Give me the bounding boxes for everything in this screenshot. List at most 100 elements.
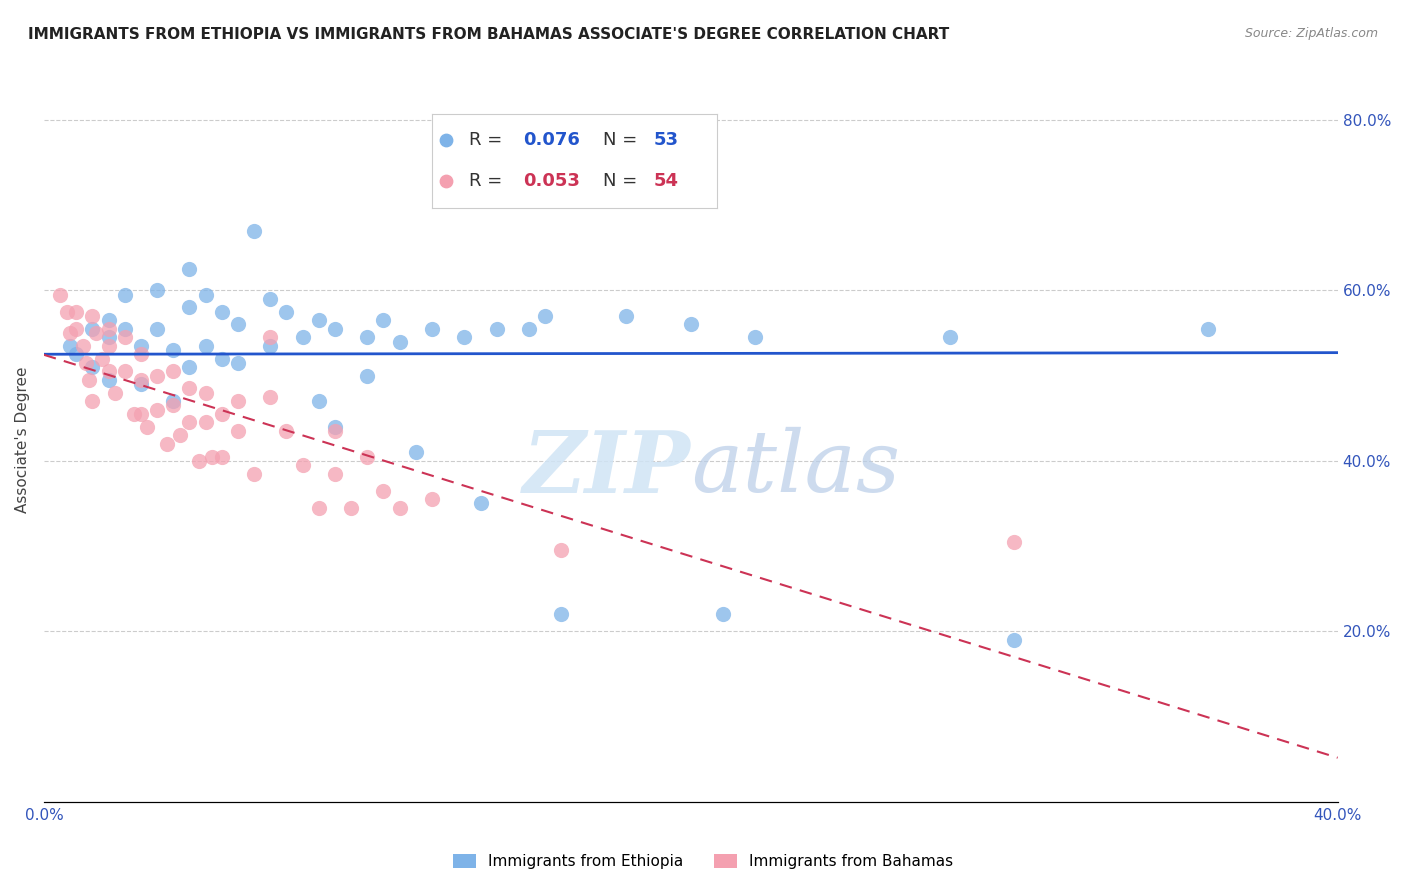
Point <box>323 322 346 336</box>
Point <box>156 436 179 450</box>
Point <box>82 394 104 409</box>
Point <box>84 326 107 340</box>
Point <box>534 309 557 323</box>
Point <box>59 326 82 340</box>
Point <box>179 301 201 315</box>
Point <box>91 351 114 366</box>
Point <box>72 339 94 353</box>
Point <box>136 419 159 434</box>
Point <box>49 287 72 301</box>
Point <box>194 385 217 400</box>
Point <box>104 385 127 400</box>
Y-axis label: Associate's Degree: Associate's Degree <box>15 367 30 513</box>
Point <box>226 356 249 370</box>
Point <box>179 262 201 277</box>
Point <box>97 339 120 353</box>
Point <box>59 339 82 353</box>
Point <box>550 607 572 621</box>
Point <box>259 339 281 353</box>
Text: ZIP: ZIP <box>523 426 690 510</box>
Point <box>162 343 184 357</box>
Point <box>485 322 508 336</box>
Point <box>550 543 572 558</box>
Point <box>1197 322 1219 336</box>
Point <box>453 330 475 344</box>
Point <box>114 330 136 344</box>
Point <box>373 313 395 327</box>
Point <box>201 450 224 464</box>
Text: N =: N = <box>603 131 643 149</box>
Point <box>97 313 120 327</box>
Point <box>97 330 120 344</box>
Point <box>226 318 249 332</box>
Point <box>434 174 457 188</box>
Point <box>259 390 281 404</box>
Point <box>420 492 443 507</box>
Point <box>114 287 136 301</box>
Point <box>243 467 266 481</box>
Point <box>146 322 169 336</box>
Point <box>243 224 266 238</box>
Legend: Immigrants from Ethiopia, Immigrants from Bahamas: Immigrants from Ethiopia, Immigrants fro… <box>447 848 959 875</box>
Point <box>65 304 87 318</box>
Point <box>259 292 281 306</box>
Point <box>179 381 201 395</box>
Point <box>82 360 104 375</box>
Point <box>129 373 152 387</box>
Point <box>162 398 184 412</box>
Point <box>82 322 104 336</box>
Text: R =: R = <box>470 172 508 190</box>
Text: Source: ZipAtlas.com: Source: ZipAtlas.com <box>1244 27 1378 40</box>
Point <box>55 304 77 318</box>
Point <box>75 356 97 370</box>
Point <box>276 304 298 318</box>
Point <box>420 322 443 336</box>
Point <box>77 373 100 387</box>
Point <box>356 450 378 464</box>
Point <box>226 424 249 438</box>
Point <box>129 377 152 392</box>
Point <box>129 347 152 361</box>
Text: IMMIGRANTS FROM ETHIOPIA VS IMMIGRANTS FROM BAHAMAS ASSOCIATE'S DEGREE CORRELATI: IMMIGRANTS FROM ETHIOPIA VS IMMIGRANTS F… <box>28 27 949 42</box>
Point <box>82 309 104 323</box>
Point <box>517 322 540 336</box>
Point <box>744 330 766 344</box>
Point <box>276 424 298 438</box>
Point <box>308 394 330 409</box>
Point <box>323 424 346 438</box>
Point <box>194 416 217 430</box>
Point <box>179 416 201 430</box>
Point <box>129 407 152 421</box>
Point <box>211 450 233 464</box>
Text: 0.076: 0.076 <box>523 131 579 149</box>
Point <box>97 373 120 387</box>
Point <box>388 500 411 515</box>
Point <box>146 368 169 383</box>
Point <box>211 304 233 318</box>
Point <box>211 351 233 366</box>
Text: N =: N = <box>603 172 643 190</box>
Point <box>388 334 411 349</box>
Point <box>356 330 378 344</box>
Point <box>291 458 314 472</box>
Point <box>194 287 217 301</box>
Point <box>97 364 120 378</box>
Point <box>129 339 152 353</box>
Point <box>65 347 87 361</box>
Point <box>124 407 146 421</box>
Point <box>97 322 120 336</box>
Point <box>65 322 87 336</box>
Text: 54: 54 <box>654 172 679 190</box>
Point <box>114 322 136 336</box>
Point <box>614 309 637 323</box>
Point <box>259 330 281 344</box>
Point <box>373 483 395 498</box>
Point <box>291 330 314 344</box>
Point <box>434 133 457 147</box>
Point <box>340 500 363 515</box>
Text: 53: 53 <box>654 131 679 149</box>
Point <box>308 313 330 327</box>
Point <box>211 407 233 421</box>
Point <box>356 368 378 383</box>
Point <box>194 339 217 353</box>
